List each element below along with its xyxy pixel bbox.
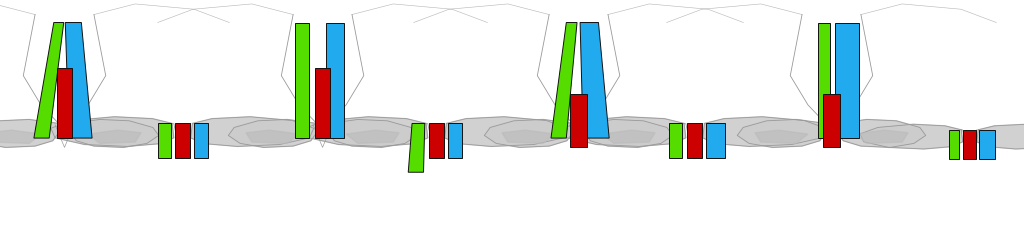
- Polygon shape: [246, 130, 299, 143]
- Polygon shape: [329, 119, 417, 147]
- Polygon shape: [194, 123, 208, 158]
- Polygon shape: [570, 94, 587, 147]
- Polygon shape: [585, 119, 673, 147]
- Polygon shape: [0, 130, 41, 143]
- Polygon shape: [502, 130, 555, 143]
- Polygon shape: [702, 117, 825, 146]
- Polygon shape: [447, 123, 462, 158]
- Polygon shape: [860, 124, 963, 149]
- Polygon shape: [0, 119, 58, 147]
- Polygon shape: [51, 117, 174, 146]
- Polygon shape: [687, 123, 701, 158]
- Polygon shape: [706, 123, 725, 158]
- Polygon shape: [444, 117, 567, 146]
- Polygon shape: [737, 119, 825, 147]
- Polygon shape: [838, 119, 926, 147]
- Polygon shape: [71, 119, 159, 147]
- Polygon shape: [551, 22, 578, 138]
- Polygon shape: [755, 130, 808, 143]
- Polygon shape: [409, 123, 425, 172]
- Polygon shape: [580, 22, 609, 138]
- Polygon shape: [326, 22, 344, 138]
- Polygon shape: [855, 130, 908, 143]
- Polygon shape: [823, 94, 840, 147]
- Polygon shape: [34, 22, 63, 138]
- Polygon shape: [346, 130, 399, 143]
- Polygon shape: [88, 130, 141, 143]
- Polygon shape: [669, 123, 682, 158]
- Polygon shape: [305, 117, 428, 146]
- Polygon shape: [295, 22, 309, 138]
- Polygon shape: [818, 22, 830, 138]
- Polygon shape: [57, 68, 72, 138]
- Polygon shape: [602, 130, 655, 143]
- Polygon shape: [948, 130, 959, 158]
- Polygon shape: [228, 119, 316, 147]
- Polygon shape: [66, 22, 92, 138]
- Polygon shape: [979, 130, 995, 158]
- Polygon shape: [175, 123, 189, 158]
- Polygon shape: [158, 123, 171, 158]
- Polygon shape: [484, 119, 572, 147]
- Polygon shape: [190, 117, 313, 146]
- Polygon shape: [964, 130, 976, 158]
- Polygon shape: [563, 117, 686, 146]
- Polygon shape: [429, 123, 443, 158]
- Polygon shape: [977, 124, 1024, 149]
- Polygon shape: [835, 22, 859, 138]
- Polygon shape: [315, 68, 330, 138]
